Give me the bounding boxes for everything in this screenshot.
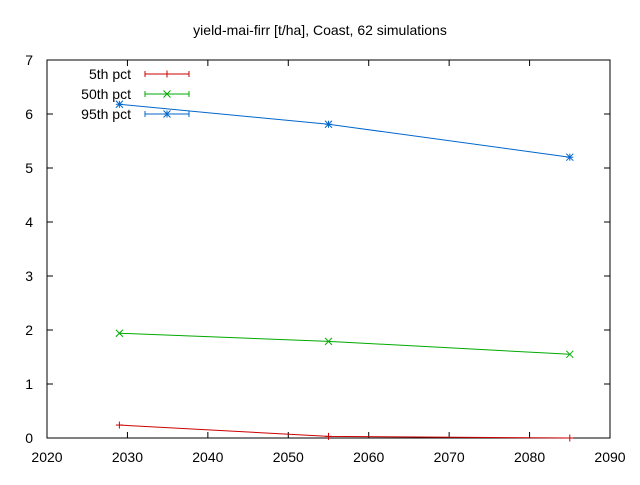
x-tick-label: 2090 [594,449,625,465]
series-0 [115,421,574,442]
series-layer [115,100,574,442]
legend: 5th pct 50th pct 95th pct [81,66,190,122]
data-point [324,337,333,346]
data-point [565,153,574,162]
legend-marker [163,90,171,98]
x-tick-label: 2060 [353,449,384,465]
data-point [115,100,124,109]
x-tick-label: 2040 [192,449,223,465]
legend-label: 50th pct [81,86,131,102]
y-tick-label: 1 [25,376,33,392]
y-tick-label: 3 [25,268,33,284]
plot-frame [46,59,611,439]
y-tick-label: 5 [25,160,33,176]
data-point [115,329,124,338]
y-tick-label: 2 [25,322,33,338]
legend-marker [163,110,171,118]
x-tick-label: 2020 [31,449,62,465]
chart-title: yield-mai-firr [t/ha], Coast, 62 simulat… [193,22,447,38]
series-line [119,424,570,439]
data-point [324,120,333,129]
x-tick-label: 2070 [434,449,465,465]
data-point [115,421,123,429]
series-line [119,103,570,158]
y-tick-label: 0 [25,430,33,446]
x-tick-label: 2050 [273,449,304,465]
data-point [565,350,574,359]
x-tick-label: 2030 [112,449,143,465]
legend-marker [163,70,171,78]
y-tick-label: 7 [25,52,33,68]
x-tick-label: 2080 [514,449,545,465]
data-point [325,432,332,440]
series-line [119,332,570,355]
y-tick-label: 4 [25,214,33,230]
axes: 2020 2030 2040 2050 2060 2070 2080 2090 0 1 2 3 4 5 6 7 [25,52,626,465]
data-point [566,434,574,442]
legend-label: 5th pct [89,66,131,82]
series-1 [115,329,574,359]
series-2 [115,100,574,162]
legend-label: 95th pct [81,106,131,122]
y-tick-label: 6 [25,106,33,122]
